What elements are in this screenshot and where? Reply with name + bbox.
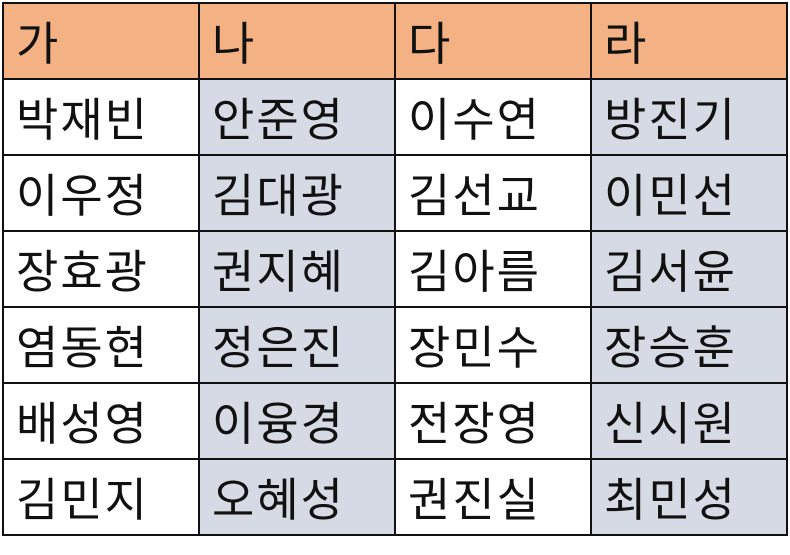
table-cell[interactable]: 김대광 (198, 154, 396, 232)
table-cell[interactable]: 김민지 (2, 458, 200, 536)
table-cell[interactable]: 전장영 (394, 382, 592, 460)
table-row: 장효광 권지혜 김아름 김서윤 (2, 230, 788, 308)
table-cell[interactable]: 배성영 (2, 382, 200, 460)
table-cell[interactable]: 오혜성 (198, 458, 396, 536)
header-cell-da[interactable]: 다 (394, 2, 592, 80)
name-table: 가 나 다 라 박재빈 안준영 이수연 방진기 이우정 김대광 김선교 이민선 … (2, 2, 788, 536)
table-row: 염동현 정은진 장민수 장승훈 (2, 306, 788, 384)
table-cell[interactable]: 권지혜 (198, 230, 396, 308)
header-cell-na[interactable]: 나 (198, 2, 396, 80)
table-cell[interactable]: 방진기 (590, 78, 788, 156)
table-row: 박재빈 안준영 이수연 방진기 (2, 78, 788, 156)
table-cell[interactable]: 최민성 (590, 458, 788, 536)
table-cell[interactable]: 이수연 (394, 78, 592, 156)
table-row: 이우정 김대광 김선교 이민선 (2, 154, 788, 232)
table-cell[interactable]: 장승훈 (590, 306, 788, 384)
table-cell[interactable]: 신시원 (590, 382, 788, 460)
header-cell-ga[interactable]: 가 (2, 2, 200, 80)
table-cell[interactable]: 김선교 (394, 154, 592, 232)
table-cell[interactable]: 김서윤 (590, 230, 788, 308)
table-cell[interactable]: 안준영 (198, 78, 396, 156)
table-cell[interactable]: 장민수 (394, 306, 592, 384)
table-cell[interactable]: 박재빈 (2, 78, 200, 156)
header-cell-ra[interactable]: 라 (590, 2, 788, 80)
table-cell[interactable]: 이민선 (590, 154, 788, 232)
table-cell[interactable]: 김아름 (394, 230, 592, 308)
table-cell[interactable]: 이융경 (198, 382, 396, 460)
table-row: 김민지 오혜성 권진실 최민성 (2, 458, 788, 536)
table-cell[interactable]: 권진실 (394, 458, 592, 536)
table-cell[interactable]: 이우정 (2, 154, 200, 232)
table-cell[interactable]: 염동현 (2, 306, 200, 384)
table-cell[interactable]: 장효광 (2, 230, 200, 308)
table-row: 배성영 이융경 전장영 신시원 (2, 382, 788, 460)
header-row: 가 나 다 라 (2, 2, 788, 80)
table-cell[interactable]: 정은진 (198, 306, 396, 384)
